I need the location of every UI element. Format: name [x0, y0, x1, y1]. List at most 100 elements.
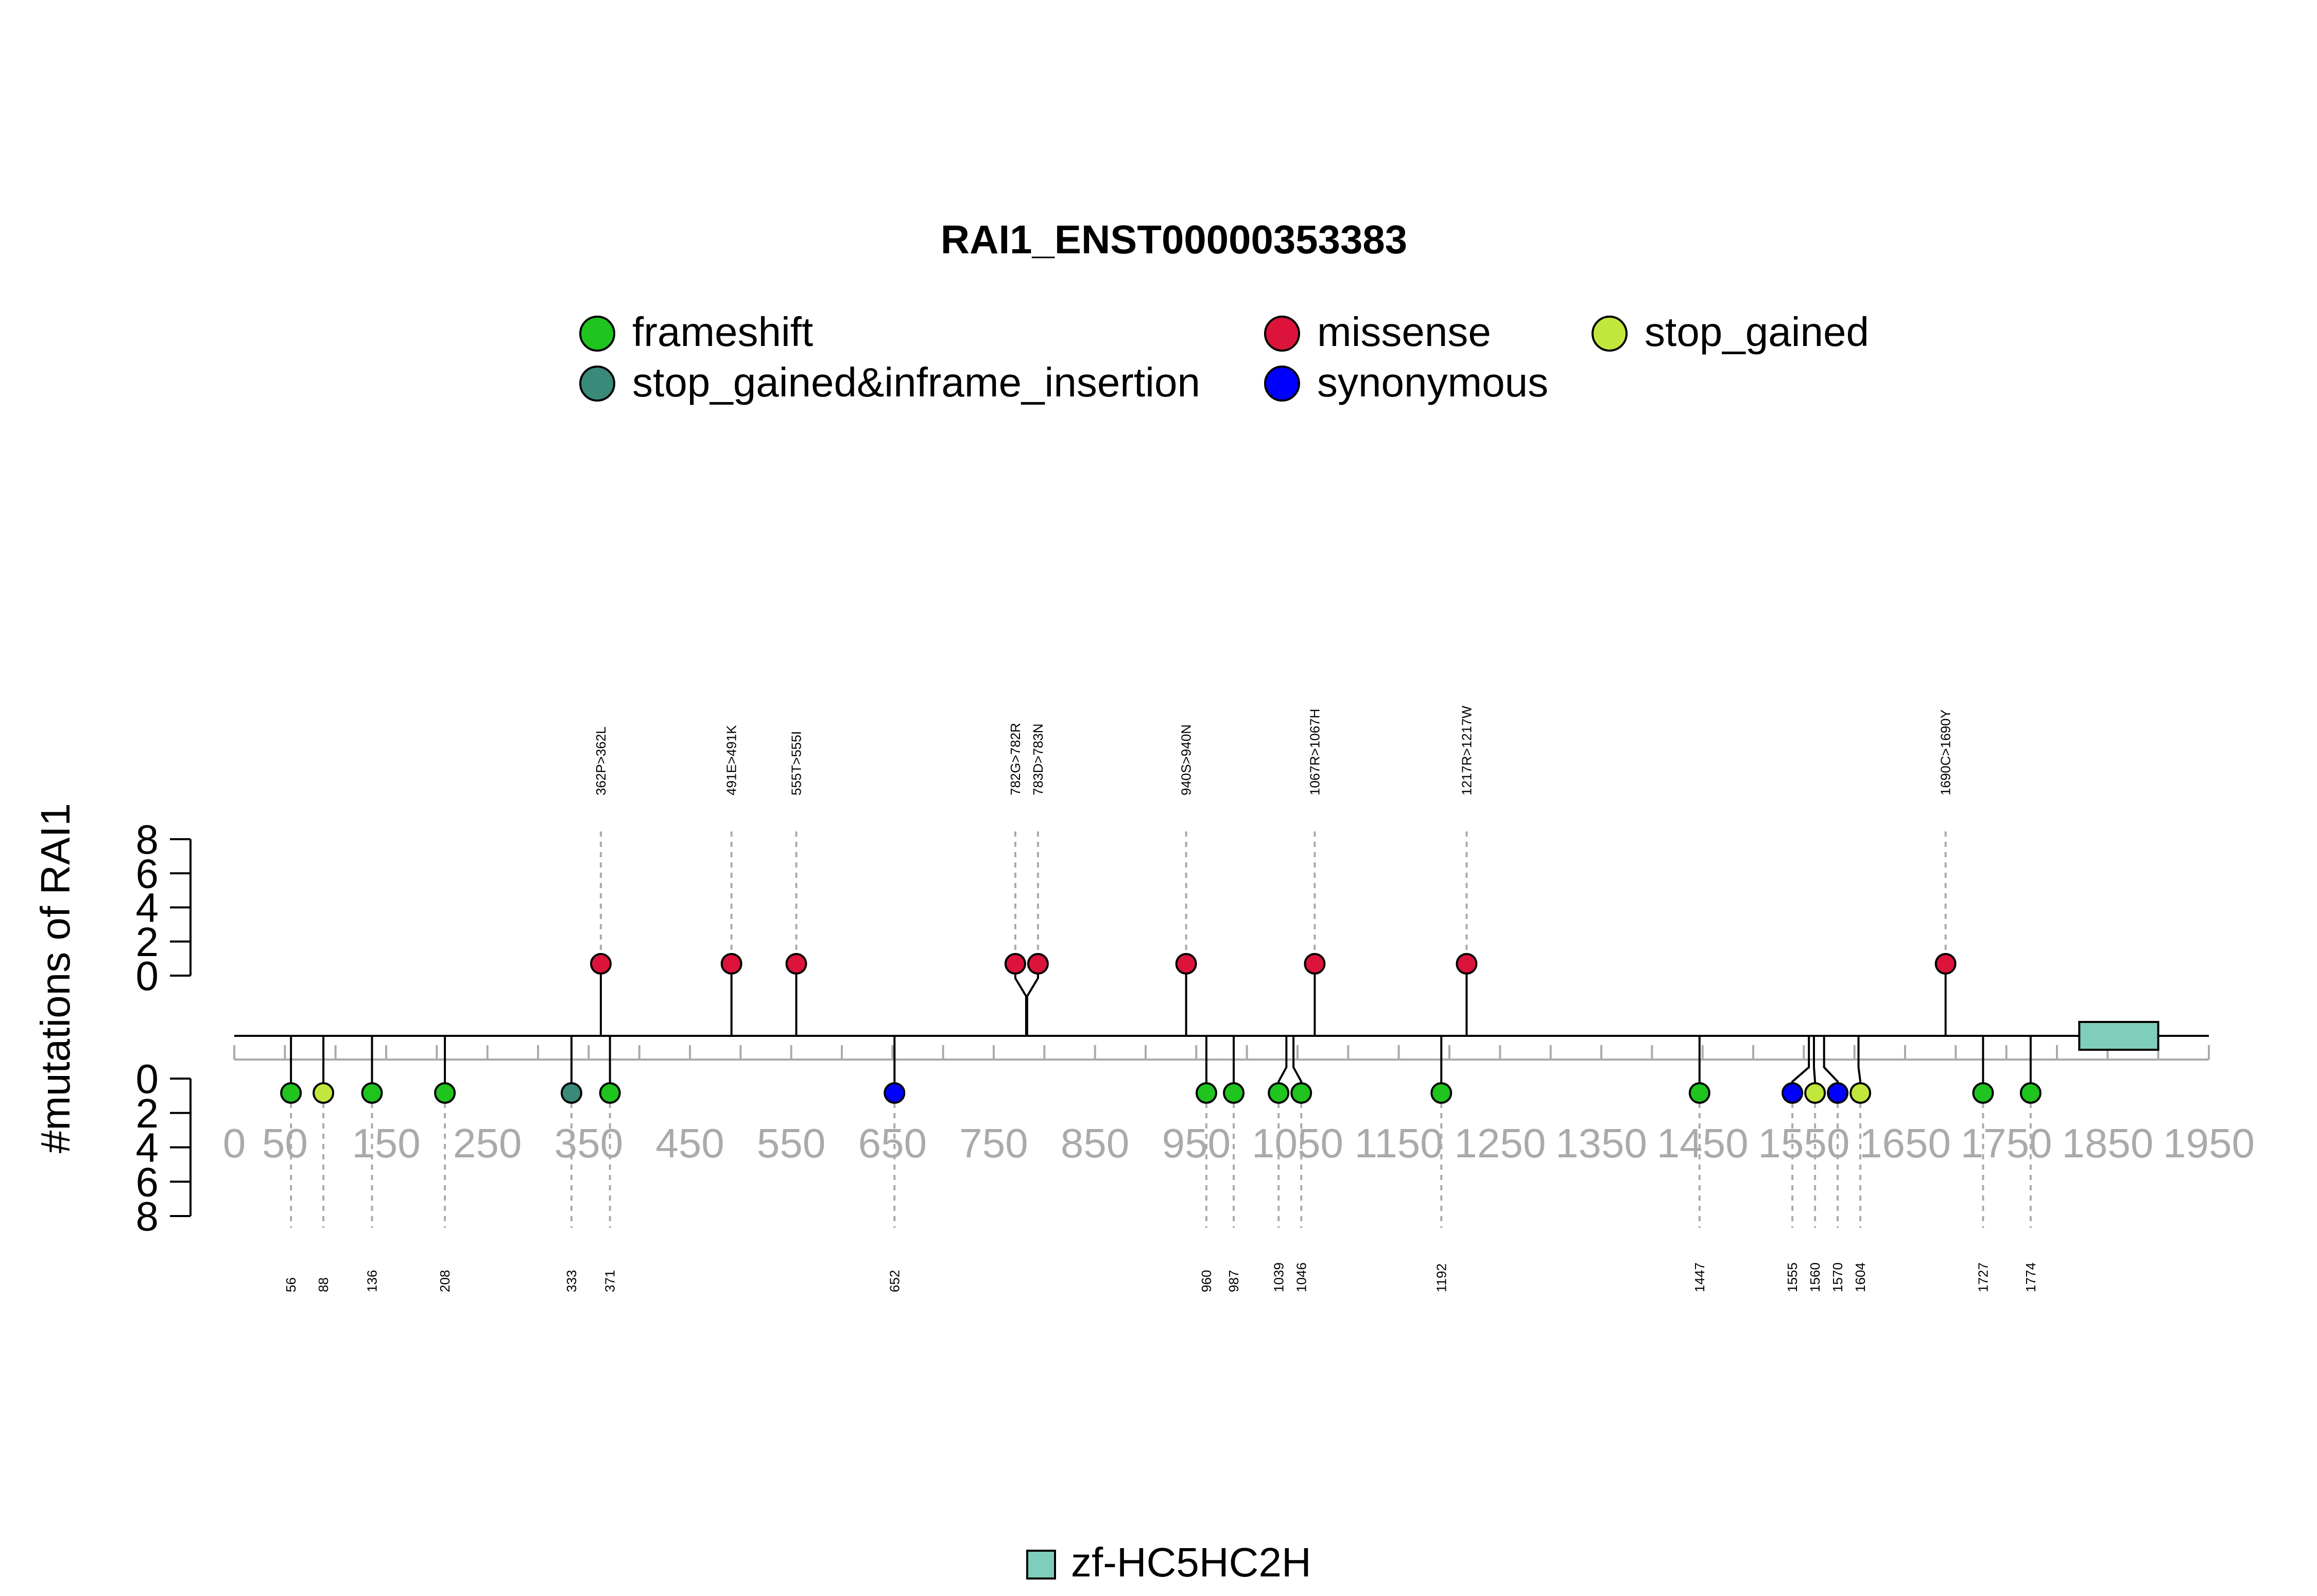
y-tick-label-lower-0: 0	[136, 1056, 159, 1102]
legend-label-synonymous: synonymous	[1317, 359, 1548, 405]
domain-legend-label: zf-HC5HC2H	[1071, 1539, 1311, 1585]
x-tick-label-550: 550	[757, 1120, 825, 1166]
legend-item-stop-gained-inframe-insertion: stop_gained&inframe_insertion	[579, 359, 1200, 405]
lollipop-upper-783d-783n	[1027, 953, 1049, 975]
x-tick-label-1450: 1450	[1657, 1120, 1749, 1166]
x-tick-label-1850: 1850	[2062, 1120, 2153, 1166]
x-tick-label-1150: 1150	[1355, 1120, 1443, 1166]
y-tick-label-lower-4: 4	[136, 1125, 159, 1171]
x-tick-label-1750: 1750	[1961, 1120, 2052, 1166]
legend-item-frameshift: frameshift	[579, 309, 813, 355]
guide-lines	[290, 831, 2032, 1228]
mutation-label-1067r-1067h: 1067R>1067H	[1307, 709, 1322, 795]
x-tick-label-750: 750	[959, 1120, 1028, 1166]
x-tick-label-1550: 1550	[1758, 1120, 1849, 1166]
x-tick-label-50: 50	[262, 1120, 308, 1166]
y-tick-label-upper-2: 2	[136, 919, 159, 965]
lollipop-lower-1447	[1688, 1082, 1710, 1104]
y-tick-label-upper-0: 0	[136, 953, 159, 999]
lollipop-upper-782g-782r	[1004, 953, 1026, 975]
lollipop-lower-1604	[1849, 1082, 1872, 1104]
x-tick-label-350: 350	[555, 1120, 623, 1166]
lollipop-lower-1560	[1804, 1082, 1826, 1104]
y-tick-label-lower-8: 8	[136, 1193, 159, 1239]
mutation-label-362p-362l: 362P>362L	[593, 726, 609, 795]
position-label-652: 652	[887, 1270, 902, 1292]
position-label-56: 56	[283, 1277, 299, 1292]
lollipop-lower-208	[434, 1082, 456, 1104]
legend-label-missense: missense	[1317, 309, 1491, 355]
legend: frameshift missense stop_gained stop_gai…	[579, 309, 1869, 405]
position-label-960: 960	[1199, 1270, 1214, 1292]
x-tick-label-1050: 1050	[1252, 1120, 1343, 1166]
y-tick-label-lower-6: 6	[136, 1159, 159, 1205]
x-tick-label-1650: 1650	[1859, 1120, 1951, 1166]
mutation-label-555t-555i: 555T>555I	[789, 731, 804, 795]
x-tick-label-0: 0	[223, 1120, 246, 1166]
mutation-label-491e-491k: 491E>491K	[724, 725, 739, 795]
position-label-1039: 1039	[1271, 1262, 1286, 1292]
lollipop-lower-136	[361, 1082, 383, 1104]
position-label-1192: 1192	[1433, 1263, 1449, 1292]
lollipop-lower-371	[599, 1082, 621, 1104]
x-axis: 0 50 150 250 350 450 550 650 750 850 950 1050 1150 12…	[223, 1045, 2255, 1166]
legend-item-missense: missense	[1264, 309, 1491, 355]
lollipop-upper-362p-362l	[590, 953, 612, 975]
legend-item-stop-gained: stop_gained	[1592, 309, 1869, 355]
x-tick-label-1250: 1250	[1454, 1120, 1546, 1166]
lollipop-lower-960	[1196, 1082, 1217, 1104]
x-tick-label-650: 650	[858, 1120, 927, 1166]
position-label-1560: 1560	[1807, 1262, 1823, 1292]
legend-item-synonymous: synonymous	[1264, 359, 1548, 405]
mutation-label-1217r-1217w: 1217R>1217W	[1459, 705, 1474, 795]
lollipop-lower-1570	[1827, 1082, 1849, 1104]
x-tick-label-450: 450	[655, 1120, 724, 1166]
protein-domains	[2078, 1021, 2159, 1051]
mutation-label-1690c-1690y: 1690C>1690Y	[1938, 709, 1953, 795]
lollipop-lower-88	[313, 1082, 335, 1104]
legend-label-stop-gained-inframe-insertion: stop_gained&inframe_insertion	[632, 359, 1200, 405]
domain-zf-hc5hc2h	[2078, 1021, 2159, 1051]
mutation-label-940s-940n: 940S>940N	[1179, 724, 1194, 795]
legend-swatch-synonymous	[1264, 366, 1300, 402]
position-label-136: 136	[364, 1270, 379, 1292]
lollipop-upper-491e-491k	[720, 953, 742, 975]
position-label-208: 208	[437, 1270, 453, 1292]
position-label-987: 987	[1226, 1270, 1241, 1292]
position-label-1774: 1774	[2023, 1262, 2038, 1292]
legend-swatch-stop-gained	[1592, 316, 1628, 352]
y-tick-label-upper-8: 8	[136, 817, 159, 862]
lollipop-upper-940s-940n	[1175, 953, 1197, 975]
lollipop-upper-1690c-1690y	[1934, 953, 1957, 975]
legend-swatch-stop-gained-inframe-insertion	[579, 366, 615, 402]
lollipop-lower-987	[1223, 1082, 1245, 1104]
lollipop-heads	[280, 953, 2042, 1104]
position-label-1604: 1604	[1853, 1262, 1868, 1292]
mutation-labels: 362P>362L 491E>491K 555T>555I 782G>782R 783D…	[283, 705, 2038, 1292]
position-label-1570: 1570	[1830, 1262, 1845, 1292]
position-label-1046: 1046	[1293, 1262, 1309, 1292]
x-tick-label-850: 850	[1061, 1120, 1129, 1166]
position-label-88: 88	[316, 1277, 331, 1292]
position-label-1447: 1447	[1692, 1262, 1707, 1292]
legend-swatch-missense	[1264, 316, 1300, 352]
legend-swatch-frameshift	[579, 316, 615, 352]
y-axis-label: #mutations of RAI1	[32, 803, 78, 1153]
y-tick-label-lower-2: 2	[136, 1090, 159, 1136]
domain-legend-swatch	[1026, 1550, 1056, 1580]
y-tick-label-upper-6: 6	[136, 851, 159, 896]
lollipop-lower-1039	[1268, 1082, 1290, 1104]
lollipop-upper-555t-555i	[785, 953, 807, 975]
legend-label-frameshift: frameshift	[632, 309, 813, 355]
x-tick-label-250: 250	[453, 1120, 522, 1166]
chart-title: RAI1_ENST00000353383	[941, 217, 1407, 262]
x-tick-label-1350: 1350	[1555, 1120, 1647, 1166]
lollipop-upper-1067r-1067h	[1304, 953, 1326, 975]
lollipop-lower-56	[280, 1082, 302, 1104]
position-label-1727: 1727	[1975, 1262, 1991, 1292]
lollipop-lower-652	[884, 1082, 906, 1104]
legend-label-stop-gained: stop_gained	[1645, 309, 1869, 355]
